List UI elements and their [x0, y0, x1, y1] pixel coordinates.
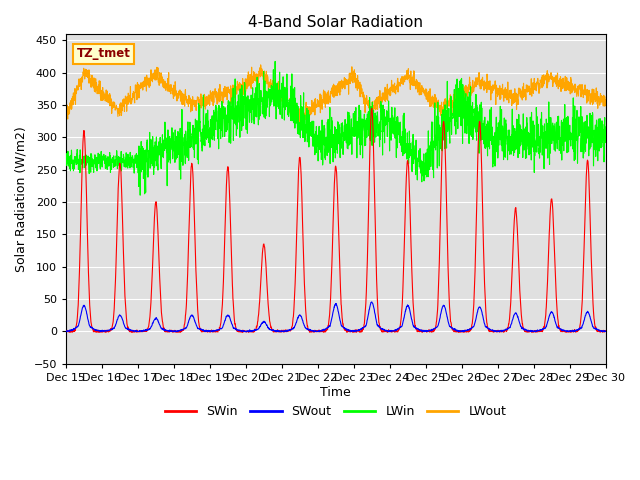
Title: 4-Band Solar Radiation: 4-Band Solar Radiation	[248, 15, 423, 30]
X-axis label: Time: Time	[321, 385, 351, 398]
Text: TZ_tmet: TZ_tmet	[77, 47, 131, 60]
Y-axis label: Solar Radiation (W/m2): Solar Radiation (W/m2)	[15, 126, 28, 272]
Legend: SWin, SWout, LWin, LWout: SWin, SWout, LWin, LWout	[160, 400, 511, 423]
